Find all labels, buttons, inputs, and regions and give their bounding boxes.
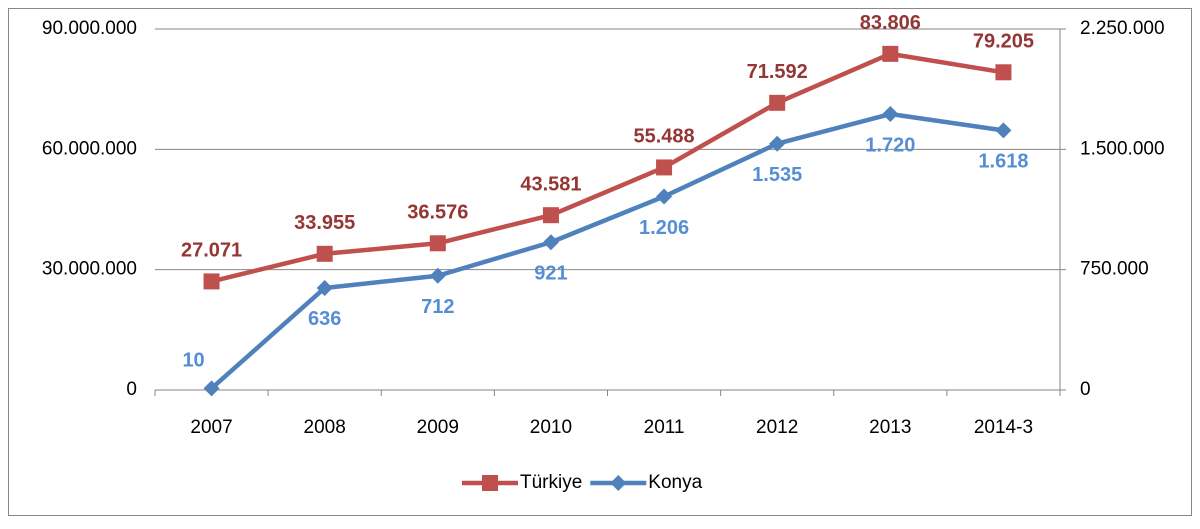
y-tick-label: 0 — [126, 379, 137, 400]
point-marker — [995, 64, 1012, 81]
x-tick-label: 2010 — [530, 417, 572, 438]
legend-label: Türkiye — [520, 472, 582, 493]
point-marker — [656, 159, 673, 176]
x-tick-label: 2009 — [417, 417, 459, 438]
data-label: 1.206 — [639, 217, 689, 239]
data-label: 27.071 — [181, 240, 242, 262]
data-label: 79.205 — [973, 31, 1034, 53]
legend-marker — [482, 475, 498, 491]
point-marker — [316, 279, 333, 296]
data-label: 636 — [308, 308, 341, 330]
data-label: 43.581 — [520, 173, 581, 195]
point-marker — [316, 245, 333, 262]
x-tick-label: 2013 — [869, 417, 911, 438]
x-tick-label: 2007 — [190, 417, 232, 438]
data-label: 1.535 — [752, 164, 802, 186]
point-marker — [429, 267, 446, 284]
y-tick-label: 60.000.000 — [42, 138, 137, 159]
point-marker — [203, 380, 220, 397]
point-marker — [429, 235, 446, 252]
point-marker — [656, 188, 673, 205]
y2-tick-label: 2.250.000 — [1080, 18, 1165, 39]
point-marker — [995, 122, 1012, 139]
data-label: 921 — [534, 263, 567, 285]
chart-frame — [8, 8, 1192, 516]
point-marker — [882, 106, 899, 123]
point-marker — [882, 45, 899, 62]
x-tick-label: 2008 — [304, 417, 346, 438]
point-marker — [769, 135, 786, 152]
legend-marker — [610, 475, 627, 491]
y-tick-label: 30.000.000 — [42, 259, 137, 280]
y2-tick-label: 750.000 — [1080, 259, 1149, 280]
x-tick-label: 2011 — [644, 417, 685, 438]
point-marker — [542, 234, 559, 251]
legend-label: Konya — [648, 472, 702, 493]
data-label: 1.618 — [978, 151, 1028, 173]
series-line — [211, 51, 1004, 284]
x-tick-label: 2012 — [756, 417, 798, 438]
data-label: 71.592 — [747, 61, 808, 83]
data-label: 712 — [421, 296, 454, 318]
point-marker — [542, 207, 559, 224]
point-marker — [769, 94, 786, 111]
data-label: 55.488 — [633, 126, 694, 148]
data-label: 36.576 — [407, 202, 468, 224]
y2-tick-label: 1.500.000 — [1080, 138, 1165, 159]
data-label: 83.806 — [860, 12, 921, 34]
x-tick-label: 2014-3 — [974, 417, 1033, 438]
y-tick-label: 90.000.000 — [42, 18, 137, 39]
data-label: 1.720 — [865, 134, 915, 156]
y2-tick-label: 0 — [1080, 379, 1091, 400]
data-label: 33.955 — [294, 212, 355, 234]
data-label: 10 — [182, 350, 204, 372]
series-line — [210, 111, 1004, 391]
point-marker — [203, 273, 220, 290]
